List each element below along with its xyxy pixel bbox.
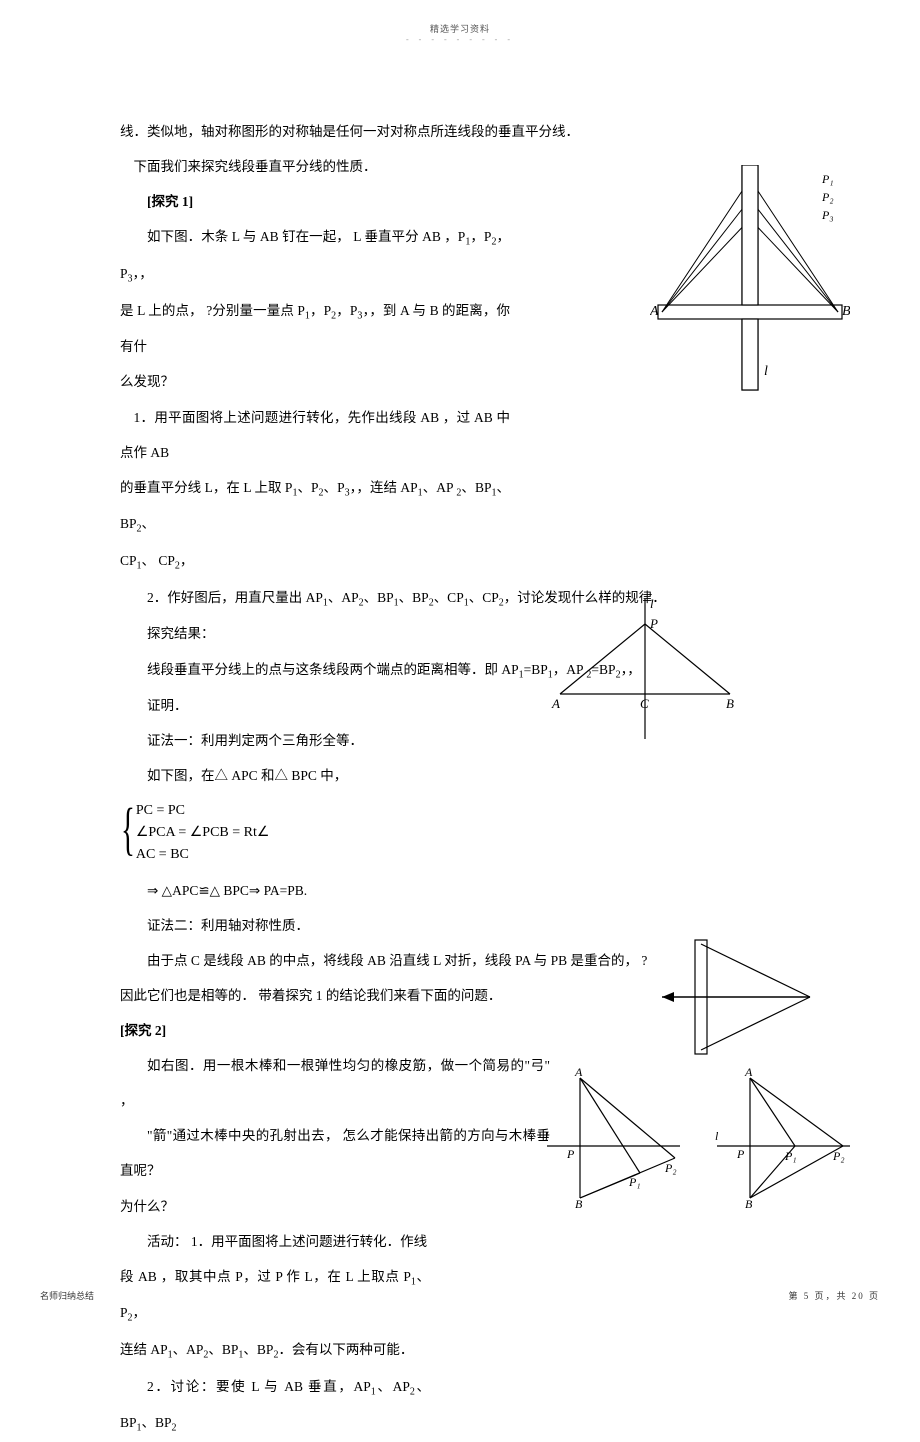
para-24: 2．讨论：要使 L 与 AB 垂直，AP1、AP2、BP1、BP2 xyxy=(120,1369,430,1442)
para-7: CP1、 CP2， xyxy=(120,543,800,580)
figure-1: P₁ P₂ P₃ A B l xyxy=(650,165,850,395)
svg-text:A: A xyxy=(744,1068,753,1079)
fig2-label-l: l xyxy=(650,596,654,611)
fig2-label-B: B xyxy=(726,696,734,711)
para-3: 是 L 上的点， ?分别量一量点 P1，P2，P3，，到 A 与 B 的距离，你… xyxy=(120,293,510,365)
svg-text:B: B xyxy=(745,1197,753,1208)
svg-text:P: P xyxy=(736,1147,745,1161)
para-20: 为什么？ xyxy=(120,1189,550,1224)
footer-left: 名师归纳总结 xyxy=(40,1289,94,1302)
page-header-dash: - - - - - - - - - xyxy=(0,35,920,44)
svg-text:P₁: P₁ xyxy=(821,172,834,186)
svg-text:l: l xyxy=(545,1129,549,1143)
para-13: 如下图，在△ APC 和△ BPC 中， xyxy=(120,758,800,793)
svg-text:P₁: P₁ xyxy=(628,1175,641,1189)
para-0: 线．类似地，轴对称图形的对称轴是任何一对对称点所连线段的垂直平分线． xyxy=(120,114,800,149)
para-6: 的垂直平分线 L，在 L 上取 P1、P2、P3，，连结 AP1、AP 2、BP… xyxy=(120,470,510,543)
fig1-label-A: A xyxy=(650,304,659,319)
fig2-label-C: C xyxy=(640,696,649,711)
fig2-label-P: P xyxy=(649,616,658,631)
fig2-label-A: A xyxy=(551,696,560,711)
svg-text:B: B xyxy=(575,1197,583,1208)
svg-text:A: A xyxy=(574,1068,583,1079)
para-23: 连结 AP1、AP2、BP1、BP2．会有以下两种可能． xyxy=(120,1332,430,1369)
page-header: 精选学习资料 xyxy=(0,0,920,35)
svg-text:P: P xyxy=(566,1147,575,1161)
fig1-label-B: B xyxy=(842,304,850,319)
svg-text:P₂: P₂ xyxy=(664,1161,677,1175)
para-18: 如右图．用一根木棒和一根弹性均匀的橡皮筋，做一个简易的"弓" ， xyxy=(120,1048,550,1118)
fig1-label-l: l xyxy=(764,364,768,379)
para-14: ⇒ △APC≌△ BPC⇒ PA=PB. xyxy=(120,873,800,908)
svg-text:P₂: P₂ xyxy=(832,1149,845,1163)
svg-text:P₂: P₂ xyxy=(821,190,834,204)
para-21: 活动： 1．用平面图将上述问题进行转化．作线 xyxy=(120,1224,430,1259)
para-4: 么发现？ xyxy=(120,364,510,399)
footer-right: 第 5 页，共 20 页 xyxy=(788,1289,880,1302)
figure-3 xyxy=(660,932,830,1062)
para-5: 1．用平面图将上述问题进行转化，先作出线段 AB ，过 AB 中点作 AB xyxy=(120,400,510,470)
figure-4: A B l P P₁ P₂ A B l P P₁ P₂ xyxy=(545,1068,855,1208)
para-2: 如下图．木条 L 与 AB 钉在一起， L 垂直平分 AB ，P1，P2，P3，… xyxy=(120,219,510,292)
svg-text:P₁: P₁ xyxy=(784,1149,797,1163)
equation-brace: { PC = PC ∠PCA = ∠PCB = Rt∠ AC = BC xyxy=(120,800,800,867)
para-19: "箭"通过木棒中央的孔射出去， 怎么才能保持出箭的方向与木棒垂直呢？ xyxy=(120,1118,550,1188)
svg-text:P₃: P₃ xyxy=(821,208,834,222)
para-22: 段 AB ，取其中点 P，过 P 作 L，在 L 上取点 P1、P2， xyxy=(120,1259,430,1332)
figure-2: l P A C B xyxy=(540,594,750,744)
svg-text:l: l xyxy=(715,1129,719,1143)
